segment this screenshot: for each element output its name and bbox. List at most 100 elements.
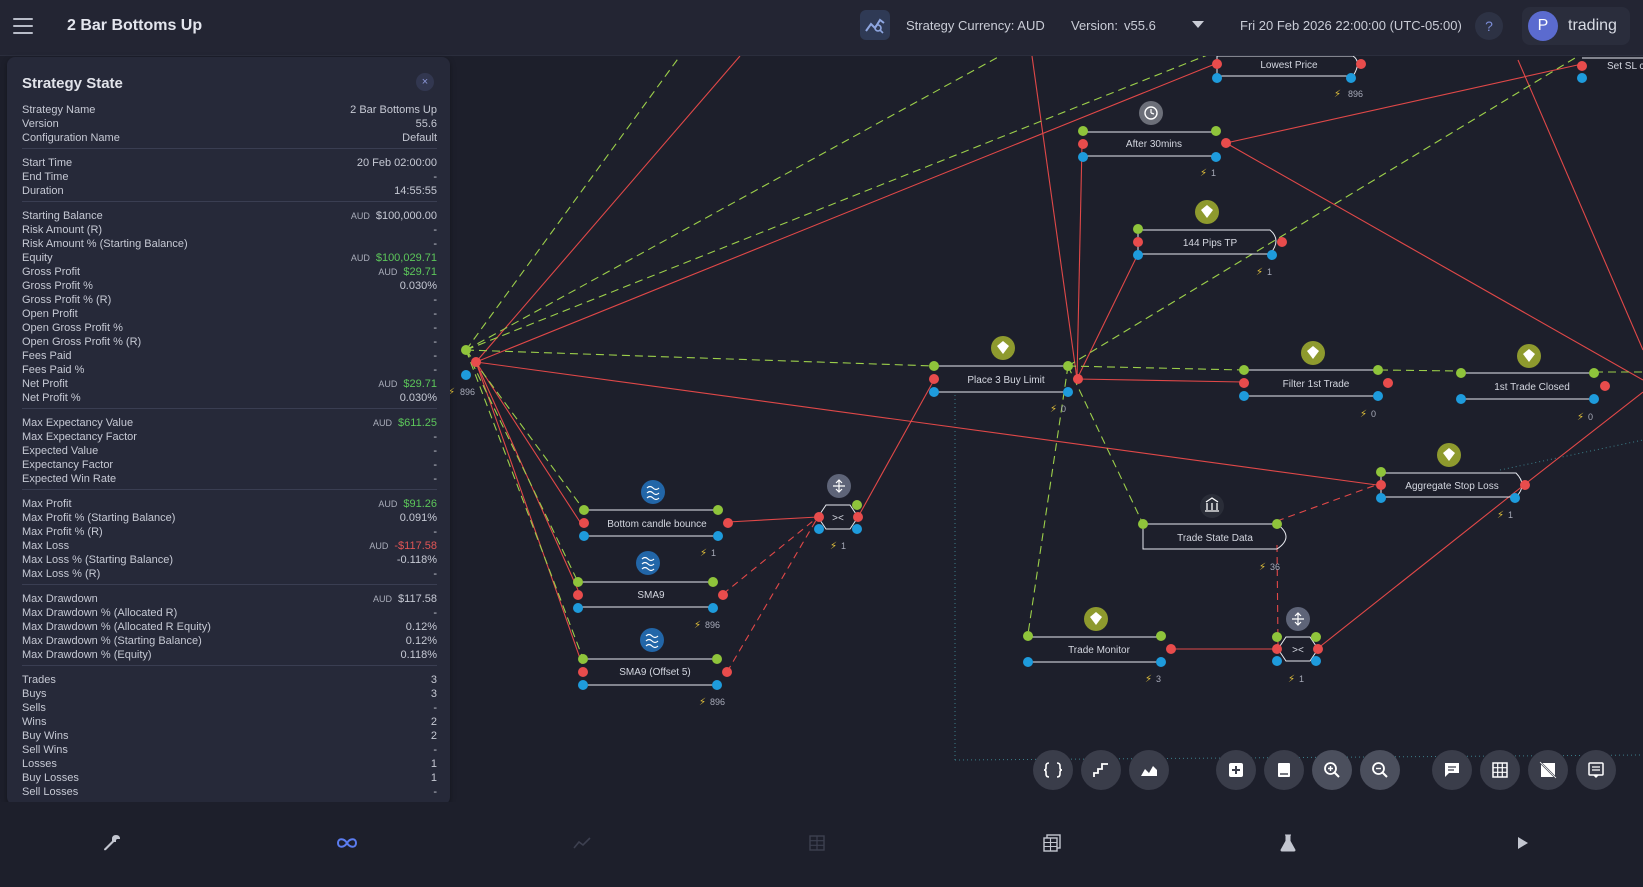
state-value-wrap: Default <box>402 131 437 145</box>
state-value: $117.58 <box>398 593 437 605</box>
state-row: Risk Amount (R) - <box>22 223 437 237</box>
graph-node-merge-1[interactable]: >< ⚡ 1 <box>814 474 863 552</box>
state-value-wrap: 0.118% <box>401 648 438 662</box>
state-row: Trades 3 <box>22 673 437 687</box>
state-row: Duration 14:55:55 <box>22 184 437 198</box>
notes-icon[interactable] <box>1576 750 1616 790</box>
state-value: 0.12% <box>405 635 437 647</box>
state-row: Expected Win Rate - <box>22 472 437 486</box>
wrench-icon[interactable] <box>97 828 127 858</box>
svg-text:896: 896 <box>1348 89 1363 99</box>
chart-steps-icon[interactable] <box>1081 750 1121 790</box>
svg-text:1: 1 <box>1508 510 1513 520</box>
top-bar: 2 Bar Bottoms Up Strategy Currency: AUD … <box>0 0 1643 56</box>
graph-node-trade-monitor[interactable]: Trade Monitor ⚡ 3 <box>1023 607 1176 685</box>
state-row: Fees Paid % - <box>22 363 437 377</box>
graph-node-sma9-offset-5[interactable]: SMA9 (Offset 5) ⚡ 896 <box>578 628 732 708</box>
version-dropdown-caret-icon[interactable] <box>1192 21 1204 28</box>
state-value: 0.12% <box>405 621 437 633</box>
grid-icon[interactable] <box>1480 750 1520 790</box>
state-value-wrap: - <box>433 606 437 620</box>
help-icon[interactable]: ? <box>1475 12 1503 40</box>
svg-text:896: 896 <box>710 697 725 707</box>
graph-node-lowest-price[interactable]: Lowest Price 896 ⚡ <box>1212 56 1366 100</box>
svg-text:Filter 1st Trade: Filter 1st Trade <box>1283 379 1350 390</box>
state-row: Max Profit % (Starting Balance) 0.091% <box>22 511 437 525</box>
svg-text:0: 0 <box>1588 412 1593 422</box>
graph-node-144-pips-tp[interactable]: 144 Pips TP ⚡ 1 <box>1133 200 1287 278</box>
state-value-wrap: AUD -$117.58 <box>369 539 437 553</box>
svg-text:⚡: ⚡ <box>1145 674 1152 685</box>
graph-node-after-30mins[interactable]: After 30mins ⚡ 1 <box>1078 101 1231 179</box>
state-key: Fees Paid % <box>22 364 85 376</box>
state-key: Max Drawdown % (Starting Balance) <box>22 635 202 647</box>
flask-icon[interactable] <box>1273 828 1303 858</box>
book-icon[interactable] <box>1264 750 1304 790</box>
strategy-chart-icon[interactable] <box>860 10 890 40</box>
state-value: - <box>433 294 437 306</box>
state-key: Max Expectancy Value <box>22 417 134 429</box>
graph-node-sma9[interactable]: SMA9 ⚡ 896 <box>573 551 728 631</box>
state-group: Strategy Name 2 Bar Bottoms Up Version 55.6… <box>22 101 437 149</box>
close-icon[interactable]: × <box>416 73 434 91</box>
graph-node-source[interactable]: ⚡ 896 <box>448 345 481 398</box>
infinity-icon[interactable] <box>332 828 362 858</box>
currency-code: AUD <box>378 379 398 389</box>
state-key: Open Gross Profit % (R) <box>22 336 142 348</box>
graph-node-bottom-candle-bounce[interactable]: Bottom candle bounce ⚡ 1 <box>579 480 733 559</box>
menu-icon[interactable] <box>13 18 33 34</box>
no-image-icon[interactable] <box>1528 750 1568 790</box>
state-key: Max Expectancy Factor <box>22 431 137 443</box>
strategy-graph-canvas[interactable]: Lowest Price 896 ⚡ Set SL c After 30mins… <box>0 56 1643 791</box>
state-key: Sell Wins <box>22 744 68 756</box>
state-value: - <box>433 744 437 756</box>
state-value-wrap: AUD $91.26 <box>378 497 437 511</box>
state-row: Expectancy Factor - <box>22 458 437 472</box>
graph-node-1st-trade-closed[interactable]: 1st Trade Closed ⚡ 0 <box>1456 344 1610 423</box>
svg-text:⚡: ⚡ <box>1497 510 1504 521</box>
state-row: Gross Profit % (R) - <box>22 293 437 307</box>
state-value-wrap: - <box>433 321 437 335</box>
graph-node-filter-1st-trade[interactable]: Filter 1st Trade ⚡ 0 <box>1239 341 1393 420</box>
state-value-wrap: AUD $100,029.71 <box>351 251 437 265</box>
state-value: 2 <box>430 730 437 742</box>
add-box-icon[interactable] <box>1216 750 1256 790</box>
state-key: Starting Balance <box>22 210 103 222</box>
bracket-icon[interactable] <box>1033 750 1073 790</box>
state-key: Version <box>22 118 59 130</box>
state-key: Wins <box>22 716 47 728</box>
graph-node-aggregate-stop-loss[interactable]: Aggregate Stop Loss ⚡ 1 <box>1376 443 1530 521</box>
user-menu[interactable]: P trading <box>1522 7 1630 45</box>
state-key: Buy Losses <box>22 772 79 784</box>
canvas-toolbar-mid <box>1216 750 1400 790</box>
state-value-wrap: 55.6 <box>416 117 437 131</box>
graph-node-trade-state-data[interactable]: Trade State Data ⚡ 36 <box>1138 494 1287 573</box>
version-select[interactable]: v55.6 <box>1124 18 1156 33</box>
play-icon[interactable] <box>1508 828 1538 858</box>
state-group: Max Profit AUD $91.26 Max Profit % (Startin… <box>22 495 437 585</box>
state-key: Start Time <box>22 157 73 169</box>
state-value: 2 Bar Bottoms Up <box>350 104 437 116</box>
state-value-wrap: -0.118% <box>397 553 437 567</box>
table-icon[interactable] <box>802 828 832 858</box>
state-row: Buys 3 <box>22 687 437 701</box>
zoom-in-icon[interactable] <box>1312 750 1352 790</box>
graph-node-place-3-buy-limit[interactable]: Place 3 Buy Limit ⚡ 0 <box>929 336 1083 415</box>
state-value: - <box>433 431 437 443</box>
data-table-icon[interactable] <box>1037 828 1067 858</box>
state-row: Starting Balance AUD $100,000.00 <box>22 209 437 223</box>
graph-node-set-sl[interactable]: Set SL c <box>1577 57 1643 83</box>
zoom-out-icon[interactable] <box>1360 750 1400 790</box>
state-value: - <box>433 350 437 362</box>
comment-icon[interactable] <box>1432 750 1472 790</box>
state-key: Open Gross Profit % <box>22 322 123 334</box>
graph-node-merge-2[interactable]: >< ⚡ 1 <box>1272 607 1323 685</box>
state-value: - <box>433 459 437 471</box>
state-value-wrap: AUD $100,000.00 <box>351 209 437 223</box>
state-row: Max Loss % (Starting Balance) -0.118% <box>22 553 437 567</box>
line-chart-icon[interactable] <box>567 828 597 858</box>
svg-text:><: >< <box>832 513 844 524</box>
area-chart-icon[interactable] <box>1129 750 1169 790</box>
state-value-wrap: - <box>433 223 437 237</box>
strategy-title: 2 Bar Bottoms Up <box>67 17 203 34</box>
